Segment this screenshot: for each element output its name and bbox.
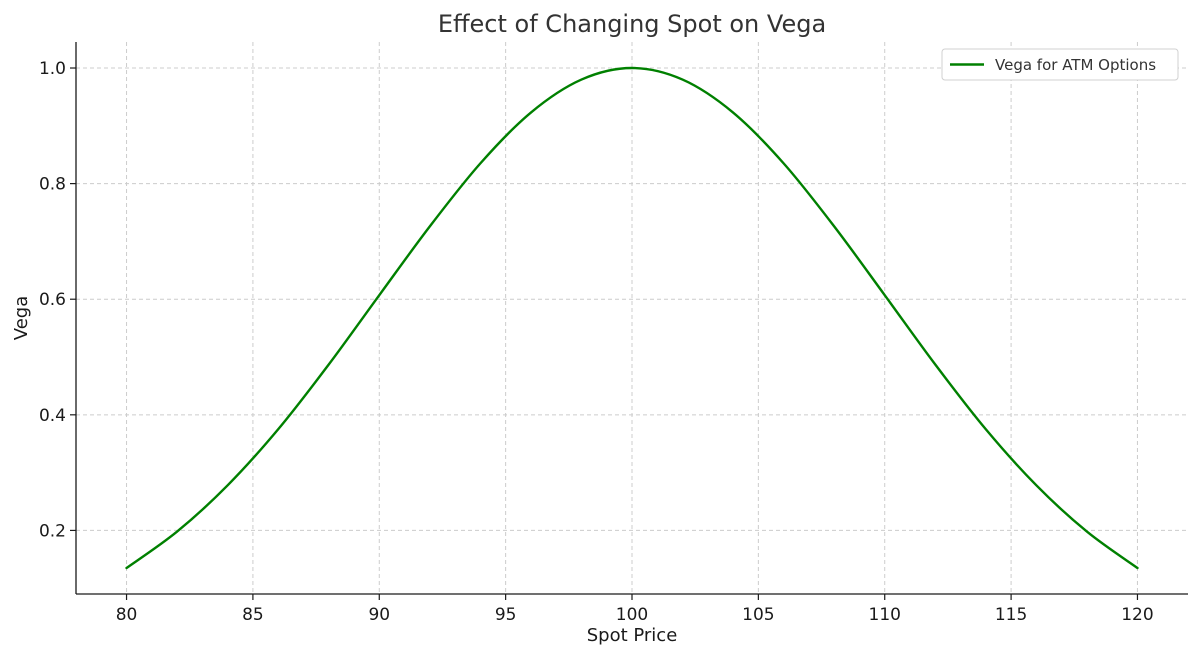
data-point	[1036, 485, 1037, 486]
y-axis-label: Vega	[11, 296, 32, 340]
x-tick-label: 80	[116, 605, 138, 625]
data-point	[227, 485, 228, 486]
data-point	[834, 226, 835, 227]
data-point	[429, 226, 430, 227]
data-point	[935, 364, 936, 365]
y-tick-label: 1.0	[39, 59, 66, 79]
series-layer	[125, 66, 1139, 570]
legend: Vega for ATM Options	[941, 48, 1179, 81]
x-tick-label: 115	[995, 605, 1027, 625]
chart-title: Effect of Changing Spot on Vega	[438, 10, 826, 38]
x-axis-label: Spot Price	[587, 625, 678, 646]
data-point	[126, 567, 127, 568]
data-point	[379, 295, 380, 296]
x-tick-label: 105	[742, 605, 774, 625]
data-point	[631, 67, 632, 68]
data-point	[985, 429, 986, 430]
y-tick-label: 0.2	[39, 521, 66, 541]
series-line-vega-atm	[125, 66, 1139, 570]
data-point	[732, 112, 733, 113]
data-point	[581, 79, 582, 80]
legend-label-vega-atm: Vega for ATM Options	[995, 56, 1156, 74]
x-tick-label: 90	[368, 605, 390, 625]
y-tick-label: 0.4	[39, 406, 66, 426]
grid	[76, 42, 1188, 594]
data-point	[682, 79, 683, 80]
data-point	[278, 429, 279, 430]
data-point	[328, 364, 329, 365]
data-point	[1137, 567, 1138, 568]
y-tick-label: 0.8	[39, 175, 66, 195]
x-tick-label: 100	[616, 605, 648, 625]
ticks: 80 85 90 95 100 105 110 115 120 0.2 0.4 0.6 0.8 1.0	[39, 59, 1154, 625]
data-point	[1086, 531, 1087, 532]
x-tick-label: 120	[1121, 605, 1153, 625]
x-tick-label: 95	[495, 605, 517, 625]
x-tick-label: 85	[242, 605, 264, 625]
x-tick-label: 110	[869, 605, 901, 625]
y-tick-label: 0.6	[39, 290, 66, 310]
data-point	[480, 163, 481, 164]
legend-box	[941, 48, 1179, 81]
data-point	[530, 112, 531, 113]
data-point	[176, 531, 177, 532]
data-point	[783, 163, 784, 164]
data-point	[884, 295, 885, 296]
